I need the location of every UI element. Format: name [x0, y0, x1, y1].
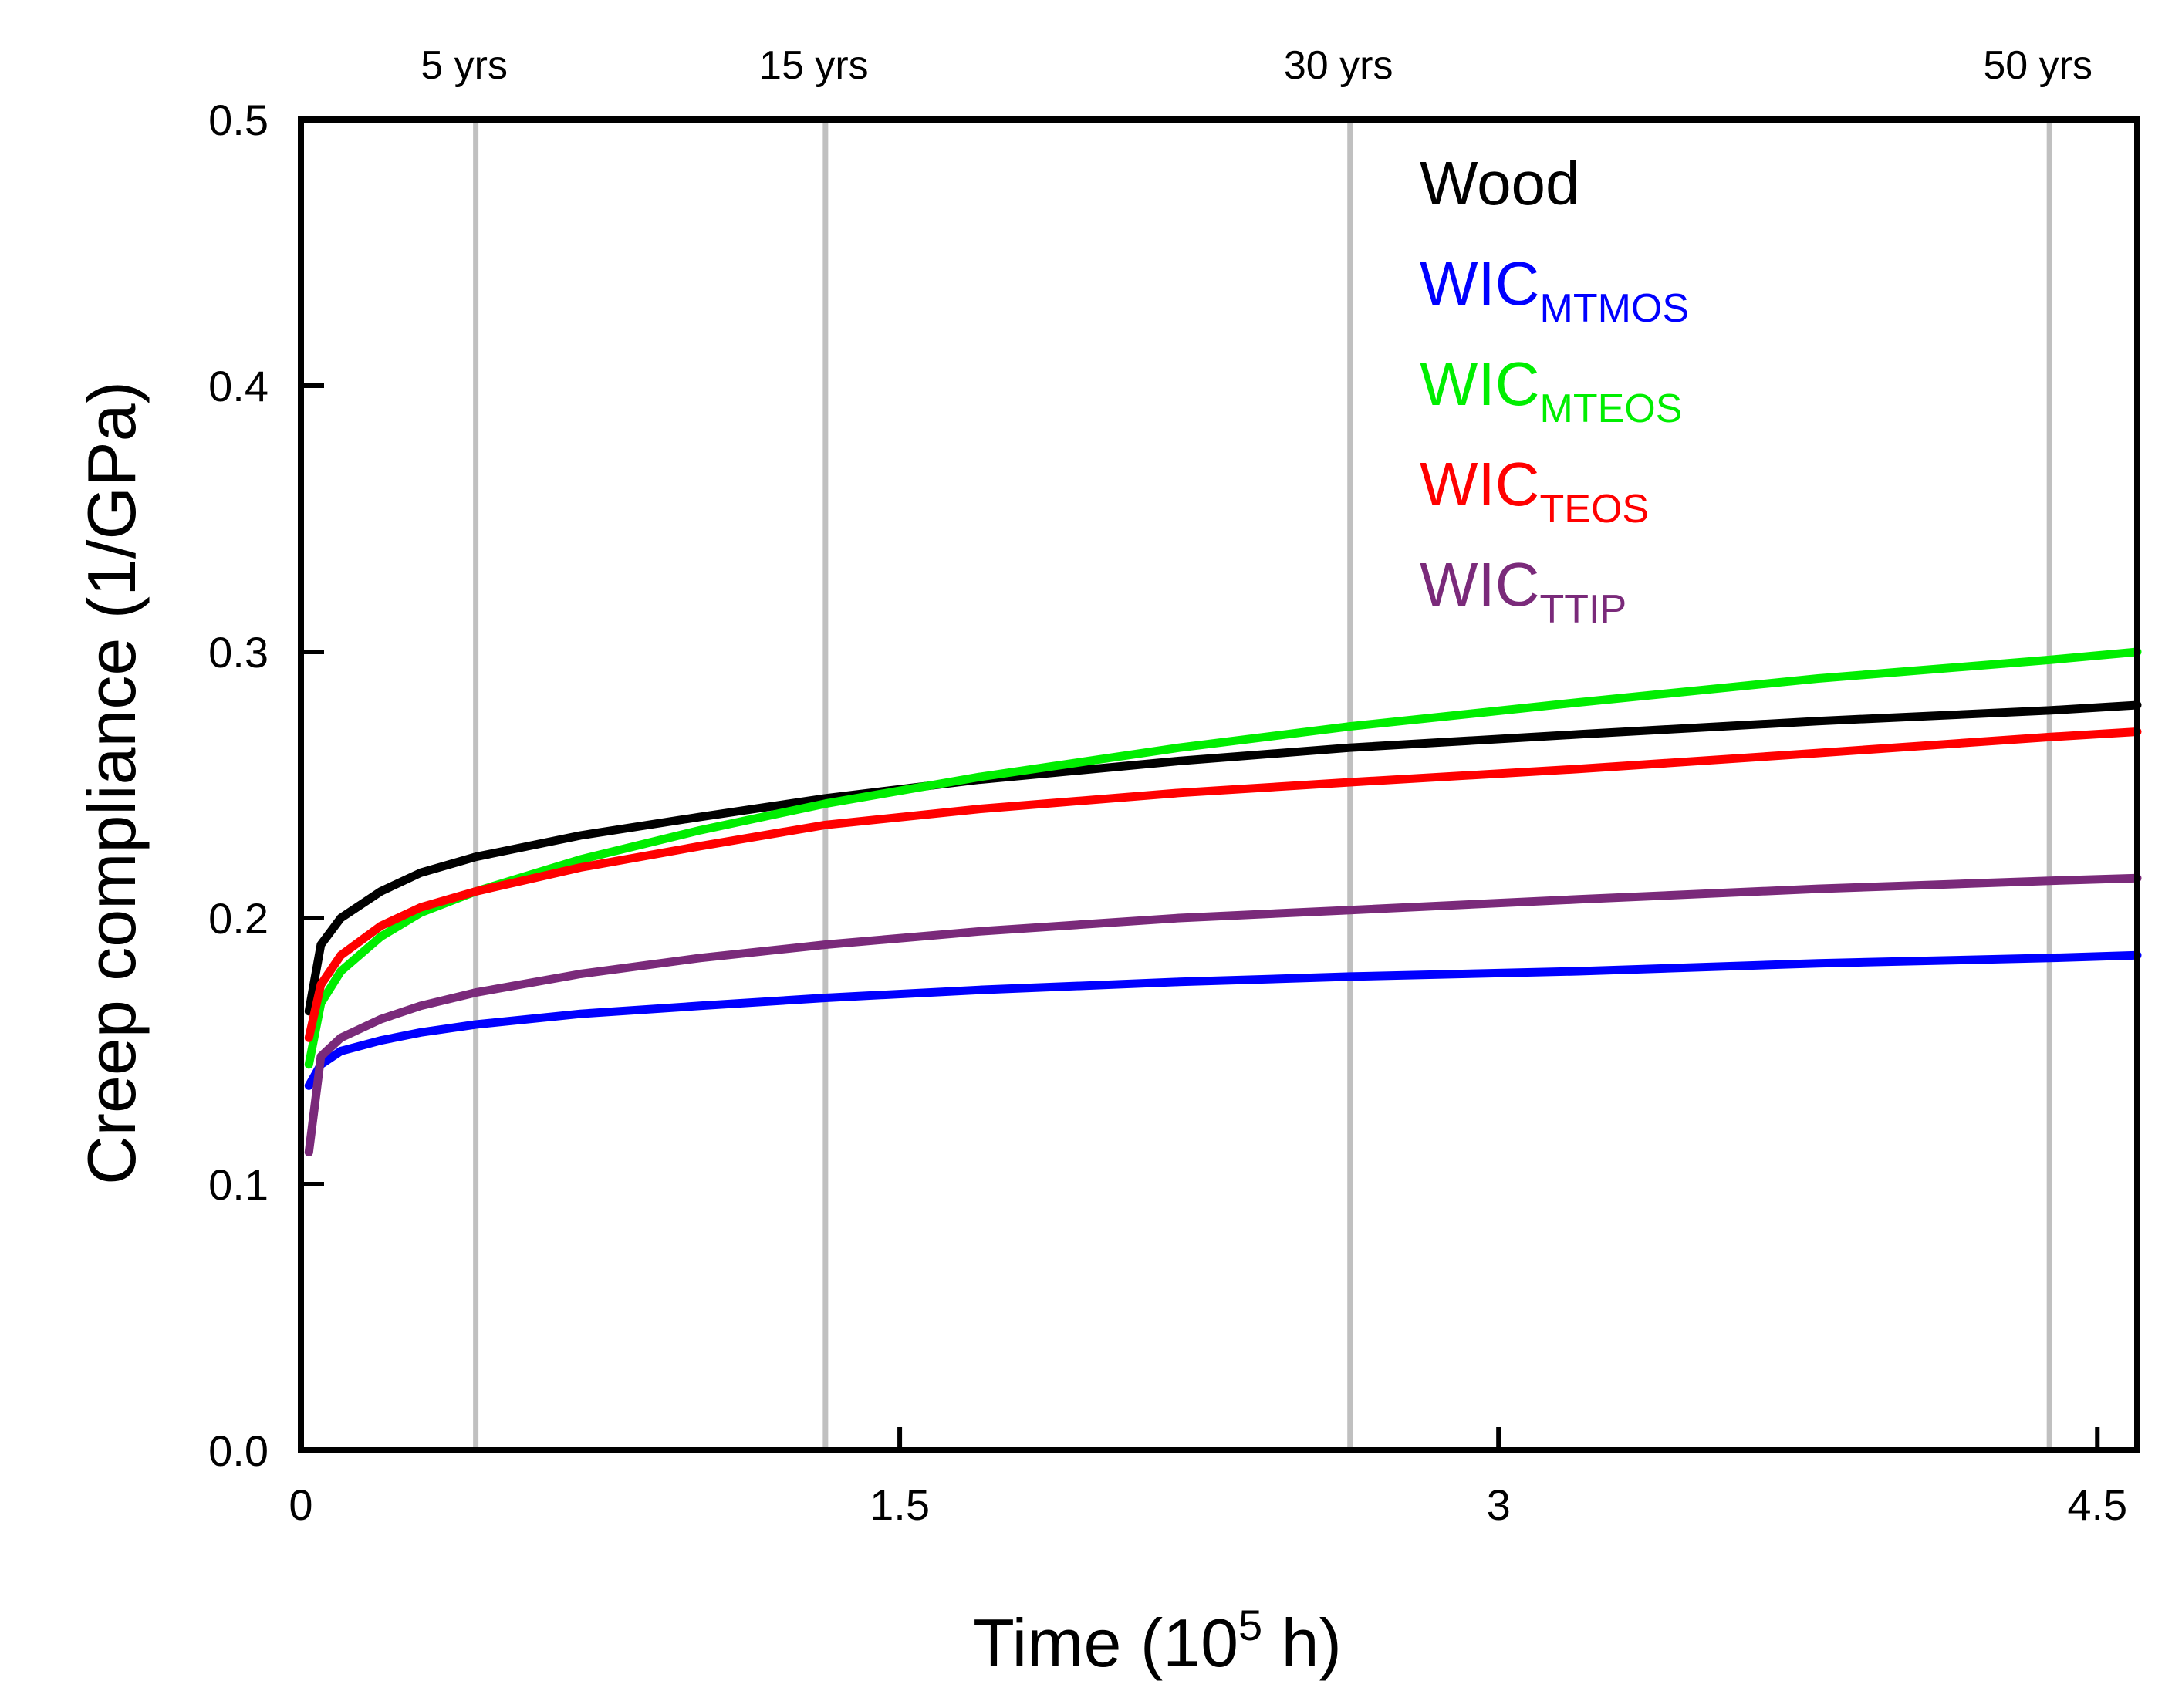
y-tick-label-2: 0.2: [208, 894, 269, 943]
x-tick-label-3: 4.5: [2067, 1480, 2127, 1529]
series-line-wic-mteos: [304, 647, 2142, 1069]
year-label-3: 50 yrs: [1983, 43, 2092, 88]
axes: 0.0 0.1 0.2 0.3 0.4 0.5 0 1.5 3 4.5: [208, 96, 2140, 1529]
series-line-wic-teos: [304, 727, 2142, 1042]
series-lines: [304, 647, 2142, 1157]
axis-titles: Time (105 h) Creep compliance (1/GPa): [73, 381, 1342, 1681]
y-axis-title: Creep compliance (1/GPa): [73, 381, 150, 1185]
x-tick-label-2: 3: [1487, 1480, 1511, 1529]
y-tick-label-0: 0.0: [208, 1426, 269, 1475]
x-axis-title: Time (105 h): [973, 1601, 1342, 1681]
legend-sub-label: MTMOS: [1540, 286, 1690, 331]
y-tick-label-5: 0.5: [208, 96, 269, 144]
legend-item-wood: Wood: [1420, 149, 1580, 218]
legend-label: WIC: [1420, 249, 1540, 318]
legend-label: WIC: [1420, 349, 1540, 418]
legend-sub-label: TEOS: [1540, 487, 1650, 532]
y-tick-label-3: 0.3: [208, 628, 269, 677]
series-line-wic-mtmos: [304, 950, 2142, 1090]
year-label-0: 5 yrs: [421, 43, 508, 88]
plot-frame: [298, 116, 2140, 1453]
legend-item-wic-mtmos: WICMTMOS: [1420, 249, 1689, 331]
legend-sub-label: MTEOS: [1540, 386, 1683, 431]
legend-item-wic-mteos: WICMTEOS: [1420, 349, 1682, 431]
year-label-1: 15 yrs: [759, 43, 869, 88]
legend-item-wic-teos: WICTEOS: [1420, 450, 1649, 532]
x-tick-label-1: 1.5: [870, 1480, 930, 1529]
year-label-2: 30 yrs: [1284, 43, 1393, 88]
series-line-wic-ttip: [304, 873, 2142, 1157]
legend-sub-label: TTIP: [1540, 587, 1627, 632]
year-marker-lines: 5 yrs 15 yrs 30 yrs 50 yrs: [421, 43, 2092, 1450]
series-line-wood: [304, 700, 2142, 1016]
legend-item-wic-ttip: WICTTIP: [1420, 550, 1626, 632]
legend-label: WIC: [1420, 550, 1540, 619]
y-tick-label-4: 0.4: [208, 362, 269, 410]
legend-label: WIC: [1420, 450, 1540, 518]
x-tick-label-0: 0: [289, 1480, 312, 1529]
legend-label: Wood: [1420, 149, 1580, 218]
y-tick-label-1: 0.1: [208, 1160, 269, 1209]
